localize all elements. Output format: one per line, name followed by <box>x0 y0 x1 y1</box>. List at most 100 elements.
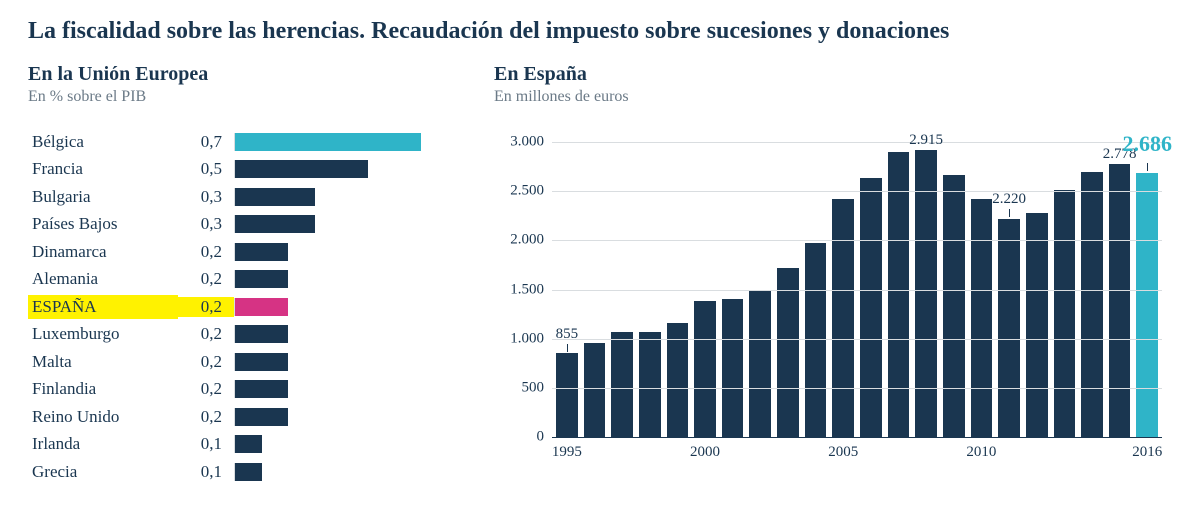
left-sublabel: En % sobre el PIB <box>28 88 448 106</box>
hbar-bar <box>235 188 315 206</box>
hbar-bar <box>235 325 288 343</box>
hbar-bar <box>235 353 288 371</box>
hbar-track <box>234 353 448 371</box>
x-tick-label: 2010 <box>966 444 996 461</box>
gridline <box>552 240 1162 241</box>
vbar <box>694 301 716 437</box>
hbar-bar <box>235 298 288 316</box>
vbar <box>915 150 937 437</box>
hbar-label: Irlanda <box>28 432 178 456</box>
hbar-value: 0,2 <box>178 242 234 262</box>
columns: En la Unión Europea En % sobre el PIB Bé… <box>28 63 1172 486</box>
vbar <box>1081 172 1103 438</box>
y-tick-label: 1.000 <box>494 330 544 347</box>
vbar <box>722 299 744 437</box>
y-tick-label: 500 <box>494 379 544 396</box>
main-title: La fiscalidad sobre las herencias. Recau… <box>28 18 1172 45</box>
hbar-value: 0,1 <box>178 434 234 454</box>
gridline <box>552 191 1162 192</box>
hbar-track <box>234 270 448 288</box>
vbar <box>1026 213 1048 437</box>
hbar-label: Grecia <box>28 460 178 484</box>
hbar-row: Finlandia0,2 <box>28 376 448 404</box>
vbar <box>749 290 771 438</box>
vbar <box>888 152 910 437</box>
y-tick-label: 3.000 <box>494 134 544 151</box>
hbar-bar <box>235 408 288 426</box>
hbar-track <box>234 298 448 316</box>
y-tick-label: 2.000 <box>494 232 544 249</box>
hbar-track <box>234 463 448 481</box>
hbar-value: 0,2 <box>178 324 234 344</box>
hbar-track <box>234 243 448 261</box>
hbar-label: Bélgica <box>28 130 178 154</box>
y-tick-label: 2.500 <box>494 183 544 200</box>
vbar <box>805 243 827 437</box>
hbar-value: 0,1 <box>178 462 234 482</box>
hbar-label: ESPAÑA <box>28 295 178 319</box>
plot-area: 05001.0001.5002.0002.5003.00019952000200… <box>552 142 1162 438</box>
hbar-value: 0,2 <box>178 407 234 427</box>
hbar-row: ESPAÑA0,2 <box>28 293 448 321</box>
vbar <box>556 353 578 437</box>
hbar-track <box>234 188 448 206</box>
hbar-value: 0,3 <box>178 214 234 234</box>
vbar <box>971 199 993 437</box>
hbar-bar <box>235 133 421 151</box>
hbar-row: Bulgaria0,3 <box>28 183 448 211</box>
right-sublabel: En millones de euros <box>494 88 1172 106</box>
hbar-bar <box>235 160 368 178</box>
bar-annotation: 2.915 <box>909 132 943 149</box>
hbar-value: 0,7 <box>178 132 234 152</box>
x-tick-label: 2016 <box>1132 444 1162 461</box>
hbar-bar <box>235 380 288 398</box>
y-tick-label: 1.500 <box>494 281 544 298</box>
hbar-bar <box>235 463 262 481</box>
hbar-chart: Bélgica0,7Francia0,5Bulgaria0,3Países Ba… <box>28 128 448 486</box>
hbar-track <box>234 408 448 426</box>
hbar-label: Malta <box>28 350 178 374</box>
hbar-value: 0,5 <box>178 159 234 179</box>
hbar-bar <box>235 243 288 261</box>
hbar-label: Reino Unido <box>28 405 178 429</box>
gridline <box>552 142 1162 143</box>
vbar <box>998 219 1020 437</box>
hbar-row: Alemania0,2 <box>28 266 448 294</box>
hbar-bar <box>235 215 315 233</box>
bar-annotation: 855 <box>556 326 579 343</box>
x-tick-label: 2000 <box>690 444 720 461</box>
right-panel: En España En millones de euros 05001.000… <box>494 63 1172 486</box>
hbar-row: Grecia0,1 <box>28 458 448 486</box>
vbar <box>943 175 965 437</box>
vbar <box>584 343 606 437</box>
hbar-row: Bélgica0,7 <box>28 128 448 156</box>
annotation-tick <box>1009 209 1010 217</box>
hbar-label: Dinamarca <box>28 240 178 264</box>
hbar-row: Irlanda0,1 <box>28 431 448 459</box>
annotation-tick <box>567 344 568 352</box>
hbar-value: 0,2 <box>178 379 234 399</box>
hbar-track <box>234 380 448 398</box>
y-tick-label: 0 <box>494 429 544 446</box>
left-subtitle: En la Unión Europea <box>28 63 448 86</box>
hbar-label: Luxemburgo <box>28 322 178 346</box>
hbar-row: Malta0,2 <box>28 348 448 376</box>
vbar <box>639 332 661 437</box>
vbar <box>1054 190 1076 437</box>
hbar-row: Dinamarca0,2 <box>28 238 448 266</box>
hbar-track <box>234 435 448 453</box>
hbar-value: 0,3 <box>178 187 234 207</box>
annotation-tick <box>1147 163 1148 171</box>
vbar <box>611 332 633 437</box>
hbar-row: Reino Unido0,2 <box>28 403 448 431</box>
hbar-value: 0,2 <box>178 297 234 317</box>
vbar <box>777 268 799 437</box>
hbar-label: Francia <box>28 157 178 181</box>
vbar <box>832 199 854 437</box>
left-panel: En la Unión Europea En % sobre el PIB Bé… <box>28 63 448 486</box>
hbar-track <box>234 325 448 343</box>
hbar-track <box>234 160 448 178</box>
gridline <box>552 290 1162 291</box>
x-tick-label: 2005 <box>828 444 858 461</box>
hbar-value: 0,2 <box>178 352 234 372</box>
